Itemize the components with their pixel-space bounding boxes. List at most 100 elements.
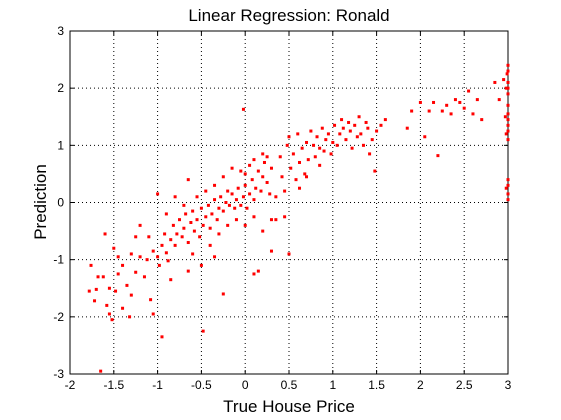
data-point xyxy=(379,123,383,127)
data-point xyxy=(213,255,217,259)
data-point xyxy=(475,98,479,102)
data-point xyxy=(215,218,219,222)
y-tick-labels: -3 -2 -1 0 1 2 3 xyxy=(53,24,64,381)
data-point xyxy=(221,175,225,179)
data-point xyxy=(208,226,212,230)
data-point xyxy=(128,315,132,319)
data-point xyxy=(506,92,510,96)
data-point xyxy=(291,152,295,156)
data-point xyxy=(171,223,175,227)
data-point xyxy=(350,146,354,150)
x-tick-label: -0.5 xyxy=(191,378,212,392)
data-point xyxy=(506,103,510,107)
data-point xyxy=(410,109,414,113)
data-point xyxy=(221,292,225,296)
data-point xyxy=(502,78,506,82)
data-point xyxy=(112,246,116,250)
data-point xyxy=(221,209,225,213)
data-point xyxy=(283,189,287,193)
data-point xyxy=(347,120,351,124)
data-point xyxy=(234,218,238,222)
data-point xyxy=(480,118,484,122)
data-point xyxy=(322,149,326,153)
data-point xyxy=(333,123,337,127)
x-tick-label: 1 xyxy=(329,378,336,392)
data-point xyxy=(265,180,269,184)
data-point xyxy=(217,206,221,210)
data-point xyxy=(101,275,105,279)
data-point xyxy=(269,218,273,222)
data-point xyxy=(248,163,252,167)
data-point xyxy=(180,235,184,239)
data-point xyxy=(93,299,97,303)
data-point xyxy=(195,195,199,199)
data-point xyxy=(504,86,508,90)
data-point xyxy=(191,209,195,213)
data-point xyxy=(331,140,335,144)
data-point xyxy=(217,232,221,236)
data-point xyxy=(506,112,510,116)
data-point xyxy=(357,115,361,119)
data-point xyxy=(335,143,339,147)
data-point xyxy=(313,155,317,159)
data-point xyxy=(206,203,210,207)
data-point xyxy=(506,123,510,127)
data-point xyxy=(505,72,509,76)
data-point xyxy=(436,154,440,158)
data-point xyxy=(219,195,223,199)
data-point xyxy=(236,186,240,190)
data-point xyxy=(184,212,188,216)
data-point xyxy=(156,255,160,259)
data-point xyxy=(230,166,234,170)
data-point xyxy=(169,278,173,282)
data-point xyxy=(344,138,348,142)
data-point xyxy=(114,289,118,293)
data-point xyxy=(506,192,510,196)
data-point xyxy=(103,232,107,236)
data-point xyxy=(506,183,510,187)
data-point xyxy=(274,195,278,199)
data-point xyxy=(506,129,510,133)
data-point xyxy=(256,169,260,173)
data-point xyxy=(497,98,501,102)
data-point xyxy=(298,160,302,164)
y-tick-label: -2 xyxy=(53,310,64,324)
data-point xyxy=(234,198,238,202)
data-point xyxy=(364,120,368,124)
data-point xyxy=(294,178,298,182)
y-tick-label: 3 xyxy=(57,24,64,38)
data-point xyxy=(418,100,422,104)
data-point xyxy=(261,175,265,179)
data-point xyxy=(449,112,453,116)
data-point xyxy=(504,186,508,190)
data-point xyxy=(504,132,508,136)
data-point xyxy=(453,98,457,102)
data-point xyxy=(138,255,142,259)
data-point xyxy=(186,269,190,273)
data-point xyxy=(348,129,352,133)
chart-title: Linear Regression: Ronald xyxy=(188,6,389,25)
data-point xyxy=(239,169,243,173)
data-point xyxy=(445,103,449,107)
data-point xyxy=(265,155,269,159)
data-point xyxy=(368,152,372,156)
data-point xyxy=(224,201,228,204)
data-point xyxy=(252,198,256,202)
data-point xyxy=(506,80,510,84)
data-point xyxy=(305,175,309,179)
data-point xyxy=(440,109,444,113)
data-points xyxy=(87,63,510,373)
data-point xyxy=(254,186,258,190)
data-point xyxy=(241,107,245,111)
data-point xyxy=(241,195,245,199)
data-point xyxy=(312,143,316,147)
data-point xyxy=(186,241,190,245)
x-axis-title: True House Price xyxy=(223,397,355,416)
x-tick-label: 2.5 xyxy=(456,378,473,392)
data-point xyxy=(506,198,510,202)
data-point xyxy=(89,263,93,267)
data-point xyxy=(303,172,307,176)
data-point xyxy=(199,263,203,267)
data-point xyxy=(116,272,120,276)
data-point xyxy=(259,189,263,193)
